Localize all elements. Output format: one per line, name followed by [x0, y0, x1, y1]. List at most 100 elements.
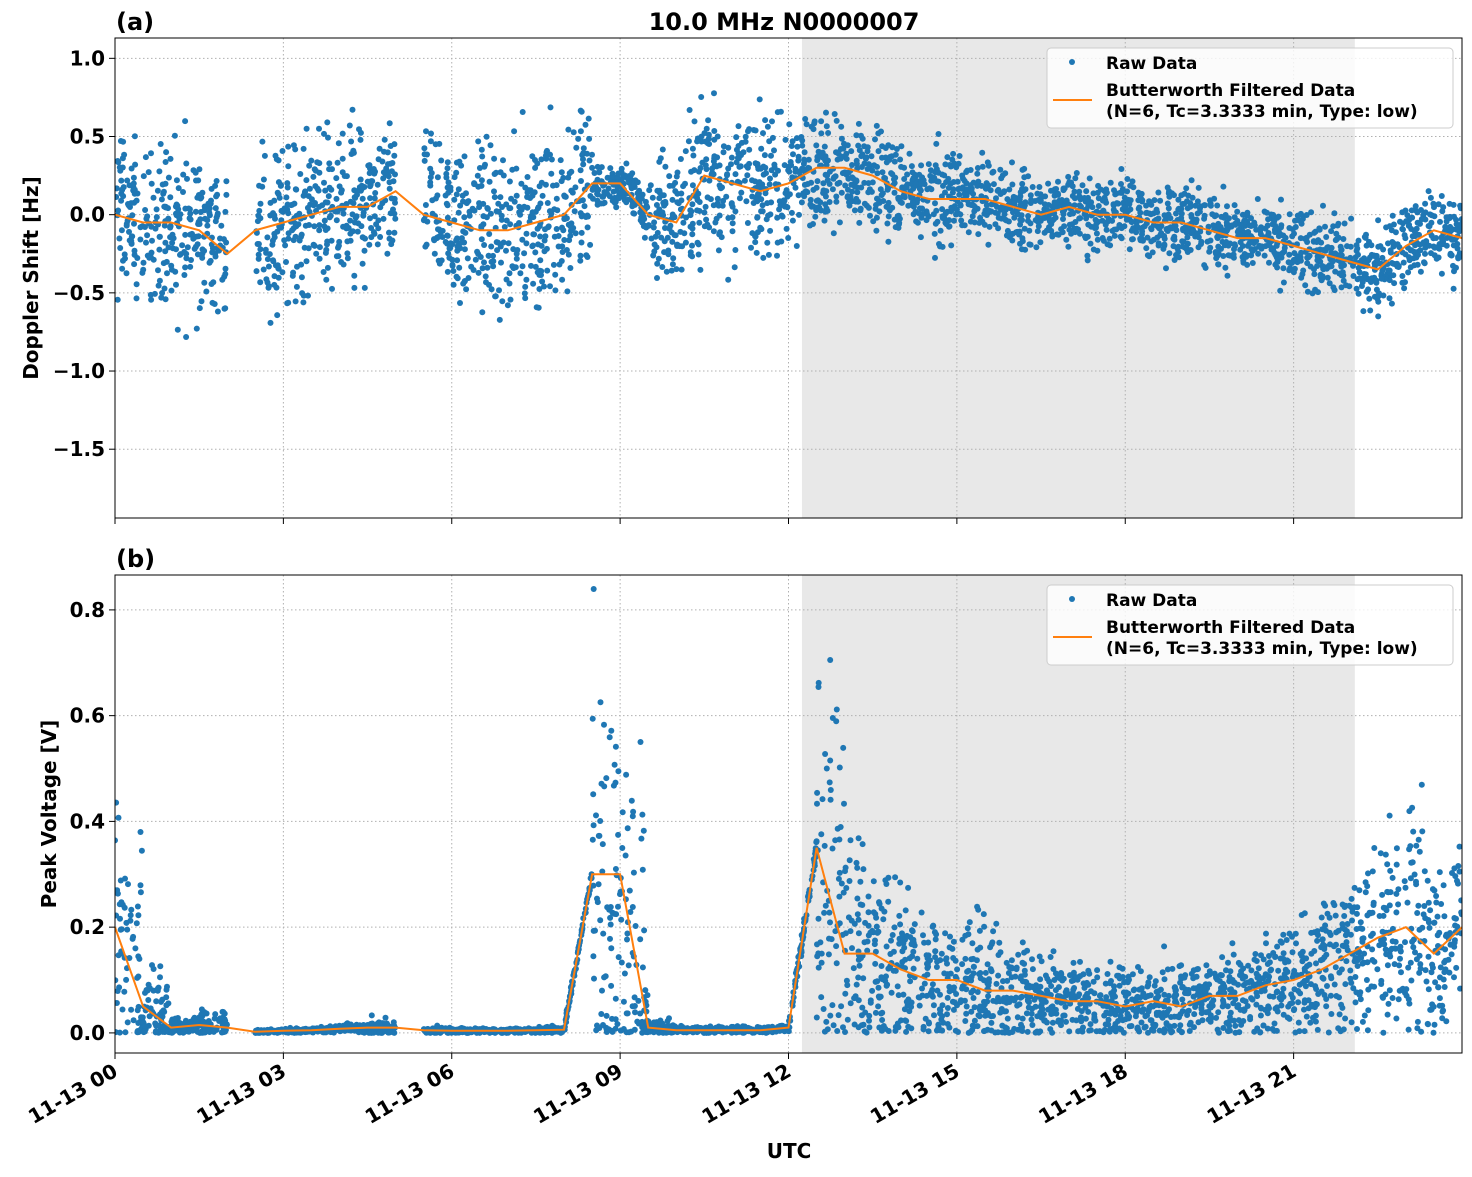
- raw-data-point: [140, 267, 146, 273]
- raw-data-point: [1415, 262, 1421, 268]
- raw-data-point: [1137, 236, 1143, 242]
- raw-data-point: [1298, 250, 1304, 256]
- raw-data-point: [711, 128, 717, 134]
- raw-data-point: [135, 912, 141, 918]
- raw-data-point: [368, 225, 374, 231]
- raw-data-point: [683, 148, 689, 154]
- raw-data-point: [217, 1015, 223, 1021]
- raw-data-point: [516, 209, 522, 215]
- raw-data-point: [1068, 231, 1074, 237]
- raw-data-point: [1036, 184, 1042, 190]
- raw-data-point: [842, 991, 848, 997]
- raw-data-point: [883, 145, 889, 151]
- raw-data-point: [623, 161, 629, 167]
- raw-data-point: [365, 163, 371, 169]
- raw-data-point: [1354, 286, 1360, 292]
- raw-data-point: [360, 261, 366, 267]
- raw-data-point: [831, 1022, 837, 1028]
- raw-data-point: [157, 234, 163, 240]
- raw-data-point: [491, 188, 497, 194]
- raw-data-point: [1004, 233, 1010, 239]
- raw-data-point: [300, 299, 306, 305]
- raw-data-point: [173, 1021, 179, 1027]
- raw-data-point: [898, 143, 904, 149]
- raw-data-point: [1019, 217, 1025, 223]
- raw-data-point: [811, 126, 817, 132]
- raw-data-point: [716, 247, 722, 253]
- raw-data-point: [1129, 236, 1135, 242]
- raw-data-point: [475, 173, 481, 179]
- raw-data-point: [1070, 183, 1076, 189]
- raw-data-point: [803, 188, 809, 194]
- raw-data-point: [1366, 296, 1372, 302]
- raw-data-point: [479, 183, 485, 189]
- raw-data-point: [1138, 196, 1144, 202]
- raw-data-point: [919, 215, 925, 221]
- raw-data-point: [694, 138, 700, 144]
- raw-data-point: [854, 982, 860, 988]
- raw-data-point: [578, 167, 584, 173]
- raw-data-point: [754, 214, 760, 220]
- raw-data-point: [677, 229, 683, 235]
- raw-data-point: [443, 239, 449, 245]
- raw-data-point: [753, 234, 759, 240]
- raw-data-point: [131, 221, 137, 227]
- raw-data-point: [386, 230, 392, 236]
- raw-data-point: [354, 192, 360, 198]
- raw-data-point: [540, 193, 546, 199]
- raw-data-point: [1265, 223, 1271, 229]
- raw-data-point: [316, 160, 322, 166]
- raw-data-point: [197, 221, 203, 227]
- raw-data-point: [1179, 211, 1185, 217]
- raw-data-point: [145, 988, 151, 994]
- raw-data-point: [534, 161, 540, 167]
- raw-data-point: [428, 131, 434, 137]
- raw-data-point: [963, 169, 969, 175]
- raw-data-point: [1183, 229, 1189, 235]
- raw-data-point: [530, 281, 536, 287]
- raw-data-point: [1063, 237, 1069, 243]
- raw-data-point: [597, 818, 603, 824]
- raw-data-point: [591, 976, 597, 982]
- raw-data-point: [847, 203, 853, 209]
- raw-data-point: [802, 116, 808, 122]
- raw-data-point: [630, 210, 636, 216]
- raw-data-point: [369, 1012, 375, 1018]
- raw-data-point: [164, 270, 170, 276]
- raw-data-point: [488, 211, 494, 217]
- raw-data-point: [1371, 253, 1377, 259]
- raw-data-point: [878, 129, 884, 135]
- raw-data-point: [1089, 204, 1095, 210]
- raw-data-point: [621, 999, 627, 1005]
- raw-data-point: [568, 223, 574, 229]
- raw-data-point: [1095, 183, 1101, 189]
- raw-data-point: [336, 239, 342, 245]
- raw-data-point: [156, 168, 162, 174]
- raw-data-point: [498, 169, 504, 175]
- raw-data-point: [1278, 197, 1284, 203]
- raw-data-point: [204, 223, 210, 229]
- raw-data-point: [1104, 227, 1110, 233]
- raw-data-point: [539, 279, 545, 285]
- raw-data-point: [789, 210, 795, 216]
- raw-data-point: [689, 201, 695, 207]
- raw-data-point: [115, 158, 121, 164]
- raw-data-point: [839, 136, 845, 142]
- raw-data-point: [838, 1003, 844, 1009]
- raw-data-point: [220, 1009, 226, 1015]
- raw-data-point: [560, 227, 566, 233]
- raw-data-point: [708, 196, 714, 202]
- raw-data-point: [942, 161, 948, 167]
- raw-data-point: [445, 165, 451, 171]
- raw-data-point: [1194, 231, 1200, 237]
- raw-data-point: [276, 157, 282, 163]
- raw-data-point: [873, 202, 879, 208]
- raw-data-point: [323, 277, 329, 283]
- raw-data-point: [702, 139, 708, 145]
- raw-data-point: [823, 110, 829, 116]
- raw-data-point: [474, 249, 480, 255]
- raw-data-point: [1375, 244, 1381, 250]
- raw-data-point: [1026, 228, 1032, 234]
- raw-data-point: [1166, 250, 1172, 256]
